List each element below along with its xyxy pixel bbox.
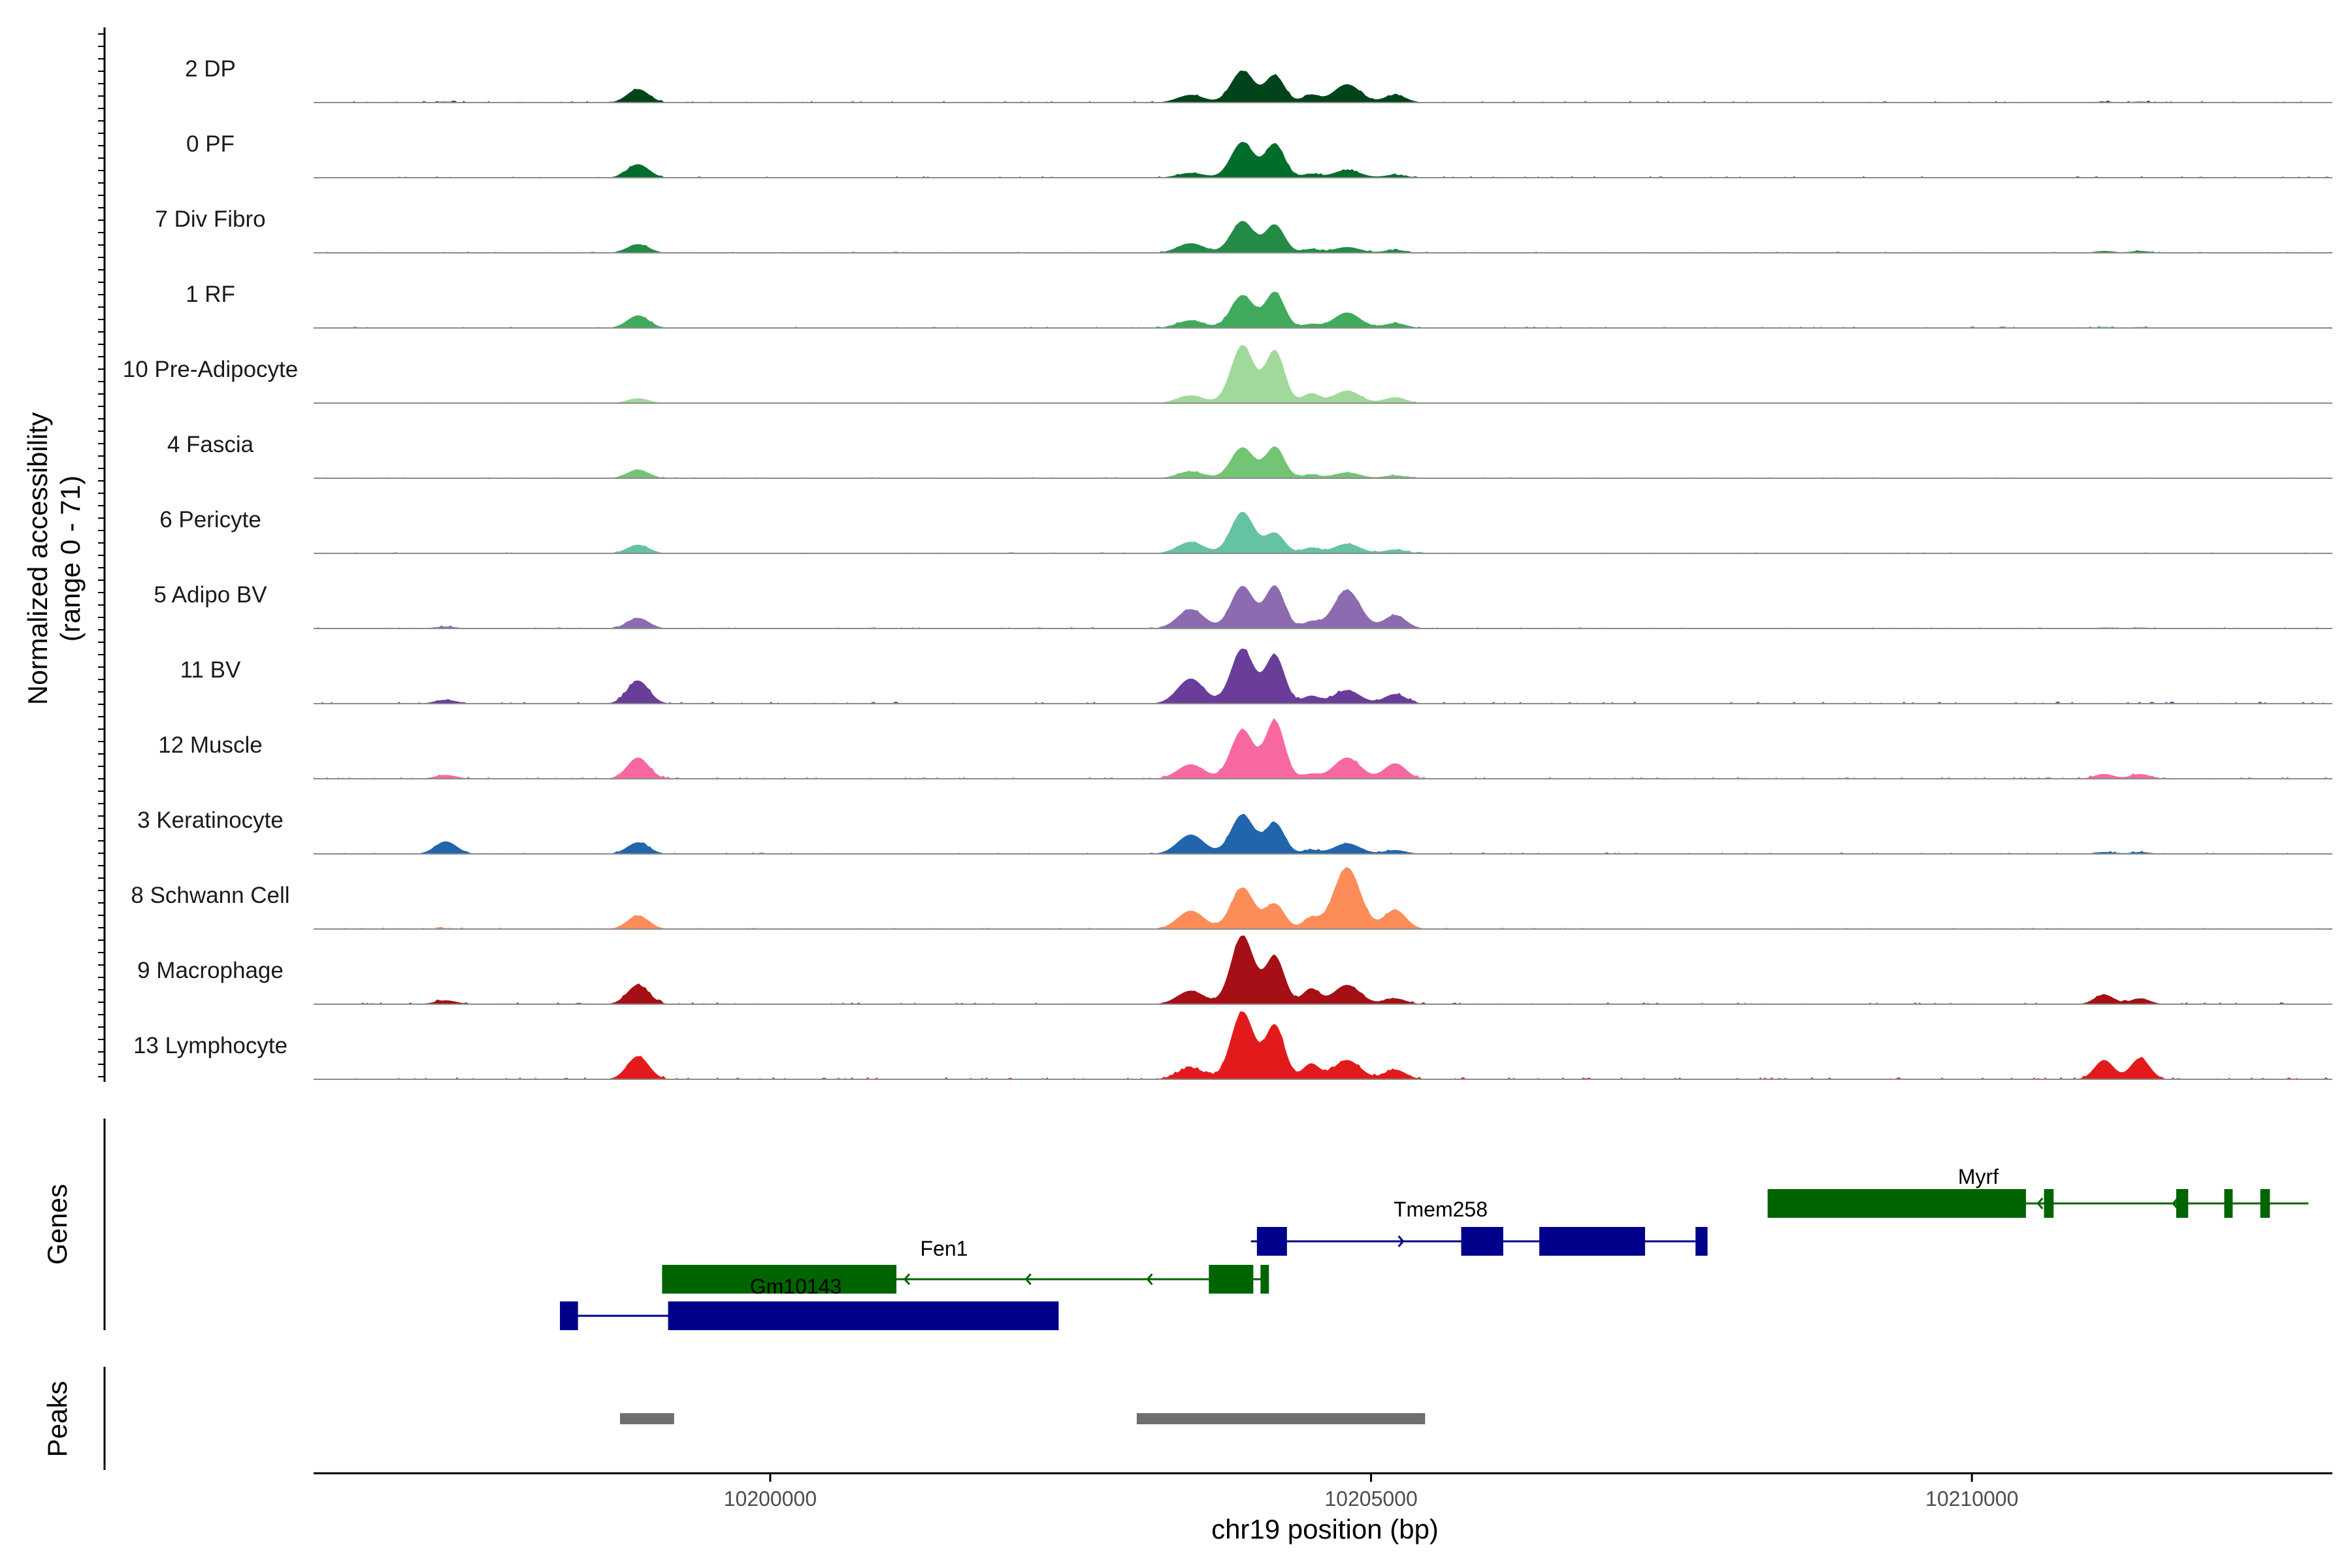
x-tick-label: 10200000	[724, 1487, 817, 1511]
coverage-area	[314, 71, 2332, 103]
strand-arrow	[1397, 1235, 1405, 1247]
gene-exon	[1539, 1227, 1645, 1256]
peak-region	[1136, 1413, 1426, 1424]
genes-title: Genes	[42, 1184, 73, 1265]
x-axis: 10200000 10205000 10210000 chr19 position (…	[314, 1472, 2332, 1544]
gene-exon	[2044, 1189, 2054, 1218]
gene-label: Gm10143	[750, 1275, 842, 1298]
gene-exon	[668, 1301, 1059, 1330]
gene-exon	[2176, 1189, 2189, 1218]
track-7: 6 Pericyte	[159, 507, 2332, 554]
coverage-area	[314, 813, 2332, 854]
y-axis: Normalized accessibility (range 0 - 71)	[22, 27, 106, 1082]
gene-gm10143: Gm10143	[560, 1275, 1059, 1330]
strand-arrow	[2036, 1198, 2044, 1209]
track-5: 10 Pre-Adipocyte	[123, 345, 2332, 404]
track-9: 11 BV	[180, 648, 2332, 704]
coverage-area	[314, 142, 2332, 178]
gene-exon	[1695, 1227, 1708, 1256]
track-label: 1 RF	[186, 282, 235, 307]
track-label: 3 Keratinocyte	[137, 808, 284, 833]
track-12: 8 Schwann Cell	[131, 867, 2332, 930]
track-8: 5 Adipo BV	[154, 582, 2332, 629]
coverage-area	[314, 936, 2332, 1004]
gene-label: Tmem258	[1394, 1198, 1488, 1221]
track-label: 4 Fascia	[167, 432, 254, 457]
coverage-area	[314, 585, 2332, 629]
track-label: 13 Lymphocyte	[133, 1033, 287, 1058]
track-label: 7 Div Fibro	[155, 206, 265, 232]
y-axis-range: (range 0 - 71)	[55, 476, 86, 642]
gene-track: Genes Myrf Tmem258 Fen1 Gm10143	[42, 1119, 2309, 1330]
track-10: 12 Muscle	[158, 718, 2332, 779]
gene-label: Fen1	[921, 1237, 968, 1260]
track-label: 5 Adipo BV	[154, 582, 267, 608]
gene-exon	[662, 1265, 897, 1294]
gene-label: Myrf	[1958, 1165, 1999, 1188]
coverage-area	[314, 867, 2332, 929]
strand-arrow	[903, 1273, 911, 1285]
coverage-area	[314, 1011, 2332, 1079]
coverage-area	[314, 446, 2332, 478]
x-tick-label: 10210000	[1925, 1487, 2018, 1511]
track-13: 9 Macrophage	[137, 936, 2332, 1005]
gene-exon	[1209, 1265, 1254, 1294]
coverage-area	[314, 648, 2332, 704]
coverage-area	[314, 345, 2332, 403]
track-6: 4 Fascia	[167, 432, 2332, 479]
gene-exon	[1256, 1227, 1287, 1256]
gene-exon	[1461, 1227, 1503, 1256]
coverage-area	[314, 221, 2332, 253]
gene-exon	[2260, 1189, 2270, 1218]
track-label: 0 PF	[186, 131, 235, 157]
gene-exon	[560, 1301, 578, 1330]
track-label: 11 BV	[180, 657, 241, 683]
coverage-area	[314, 512, 2332, 553]
peaks-title: Peaks	[42, 1381, 73, 1458]
gene-tmem258: Tmem258	[1250, 1198, 1708, 1256]
gene-myrf: Myrf	[1767, 1165, 2309, 1218]
track-label: 6 Pericyte	[159, 507, 261, 532]
x-tick-label: 10205000	[1324, 1487, 1417, 1511]
track-1: 2 DP	[185, 56, 2332, 103]
track-label: 8 Schwann Cell	[131, 883, 289, 908]
coverage-area	[314, 718, 2332, 779]
peak-track: Peaks	[42, 1367, 1426, 1470]
track-label: 9 Macrophage	[137, 958, 284, 983]
x-axis-title: chr19 position (bp)	[1211, 1514, 1439, 1544]
gene-exon	[1767, 1189, 2026, 1218]
coverage-tracks: 2 DP 0 PF 7 Div Fibro 1 RF 10 Pre-Adipocyte 4…	[123, 56, 2332, 1080]
track-11: 3 Keratinocyte	[137, 808, 2332, 855]
track-label: 10 Pre-Adipocyte	[123, 357, 298, 382]
track-label: 12 Muscle	[158, 732, 263, 758]
gene-fen1: Fen1	[662, 1237, 1269, 1294]
strand-arrow	[1146, 1273, 1153, 1285]
track-14: 13 Lymphocyte	[133, 1011, 2332, 1080]
coverage-area	[314, 291, 2332, 328]
track-4: 1 RF	[186, 282, 2332, 329]
gene-exon	[1260, 1265, 1269, 1294]
track-3: 7 Div Fibro	[155, 206, 2332, 253]
gene-exon	[2224, 1189, 2233, 1218]
strand-arrow	[1024, 1273, 1032, 1285]
track-2: 0 PF	[186, 131, 2332, 178]
y-axis-title: Normalized accessibility	[22, 412, 53, 705]
peak-region	[620, 1413, 674, 1424]
track-label: 2 DP	[185, 56, 236, 82]
